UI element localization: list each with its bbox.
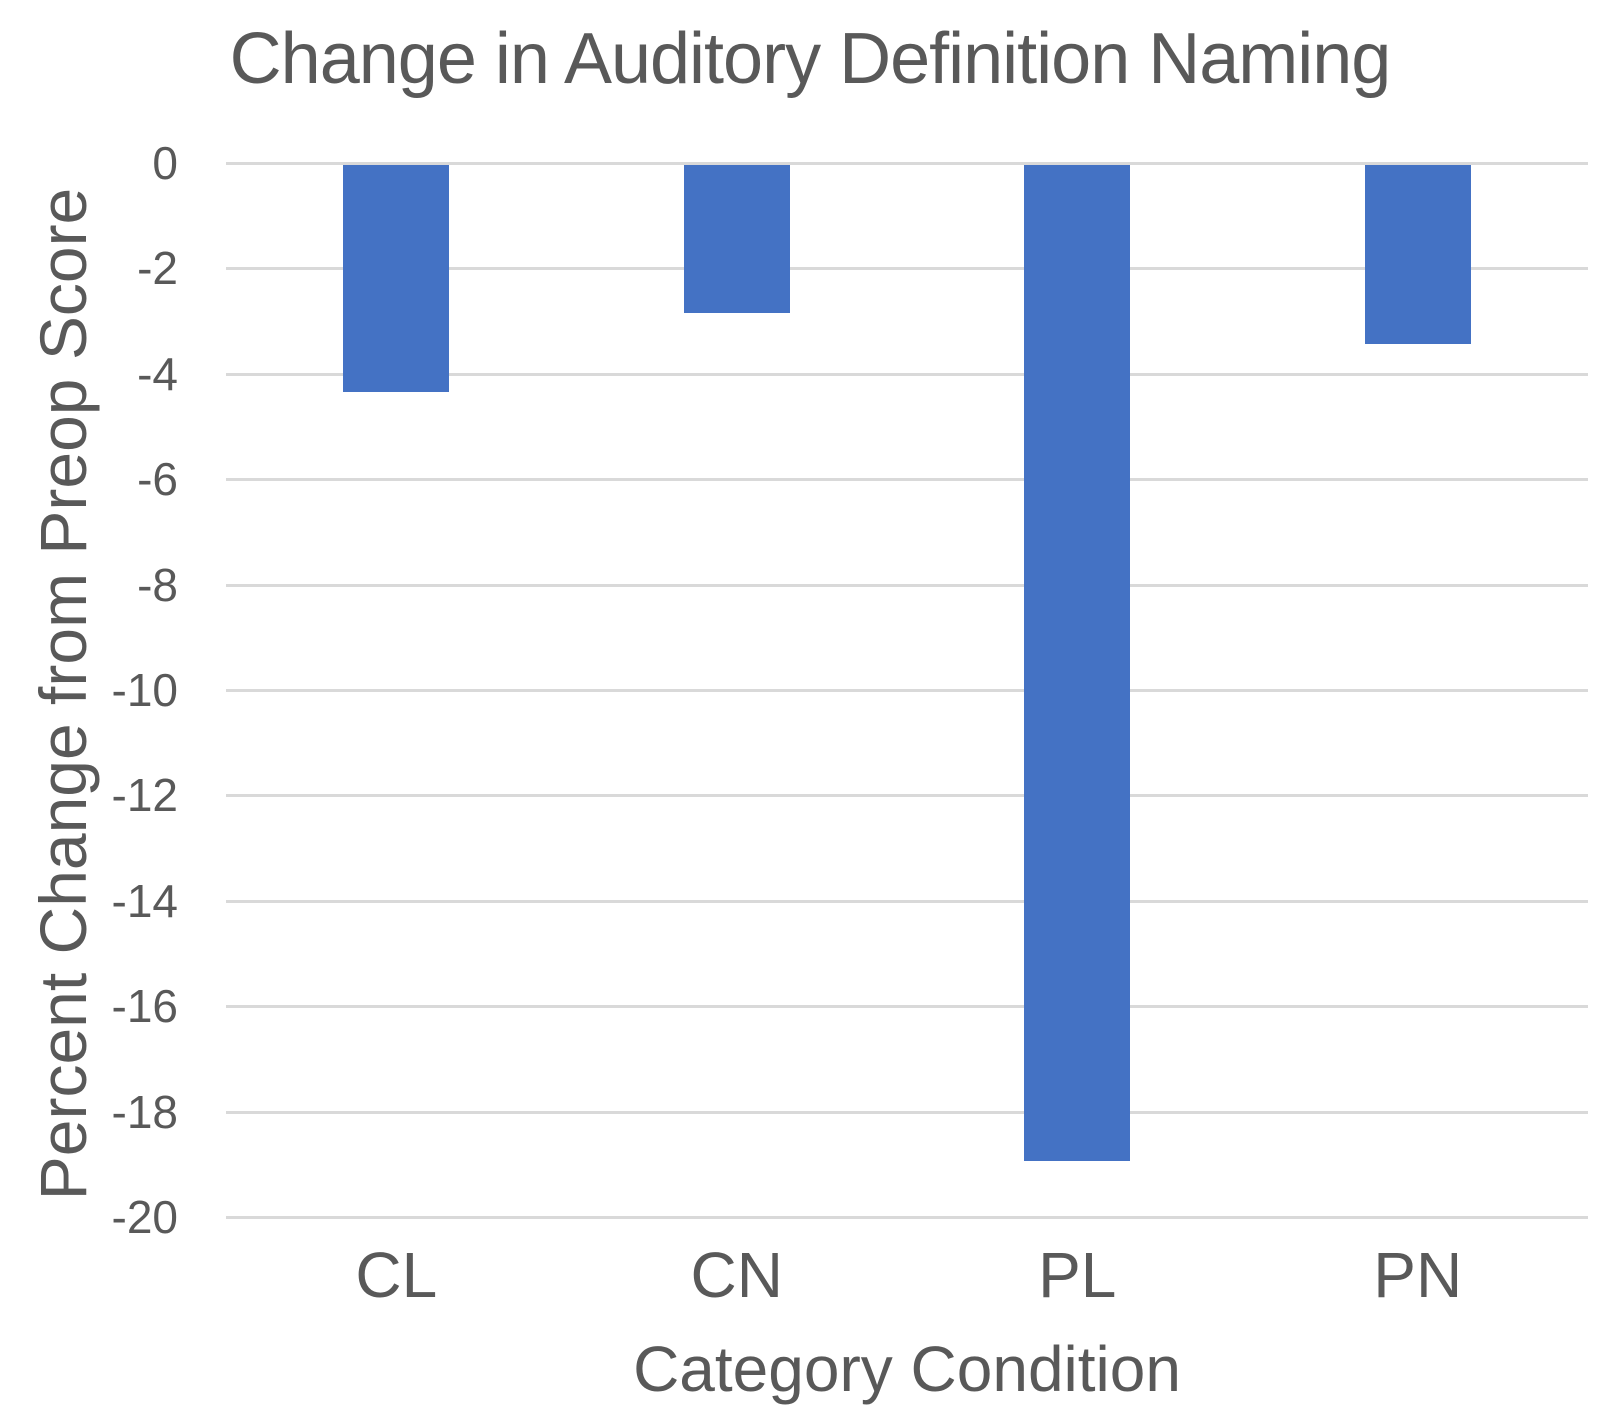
bar-CN: [683, 165, 790, 313]
y-tick-label: -12: [111, 769, 178, 822]
bar-PL: [1024, 165, 1131, 1161]
gridline: [226, 794, 1588, 798]
gridline: [226, 1110, 1588, 1114]
x-axis-title: Category Condition: [633, 1333, 1181, 1405]
y-tick-label: 0: [152, 136, 178, 189]
y-tick-label: -8: [137, 558, 178, 611]
x-category-label-PN: PN: [1373, 1239, 1463, 1311]
y-tick-label: -20: [111, 1190, 178, 1243]
x-category-label-PL: PL: [1038, 1239, 1117, 1311]
gridline: [226, 689, 1588, 692]
plot-area: [226, 162, 1588, 1219]
y-tick-label: -2: [137, 242, 178, 295]
gridline: [226, 267, 1588, 271]
gridline: [226, 478, 1588, 482]
x-category-label-CN: CN: [690, 1239, 783, 1311]
y-tick-label: -16: [111, 980, 178, 1033]
y-tick-label: -4: [137, 347, 178, 400]
bar-CL: [343, 165, 450, 392]
gridline: [226, 162, 1588, 165]
y-tick-label: -14: [111, 874, 178, 927]
y-tick-label: -18: [111, 1085, 178, 1138]
gridline: [226, 372, 1588, 376]
gridline: [226, 1005, 1588, 1009]
y-tick-label: -10: [111, 663, 178, 716]
gridline: [226, 1216, 1588, 1219]
bar-PN: [1364, 165, 1471, 344]
gridline: [226, 899, 1588, 903]
x-category-label-CL: CL: [355, 1239, 438, 1311]
chart-title: Change in Auditory Definition Naming: [229, 19, 1392, 99]
y-tick-label: -6: [137, 453, 178, 506]
gridline: [226, 583, 1588, 587]
